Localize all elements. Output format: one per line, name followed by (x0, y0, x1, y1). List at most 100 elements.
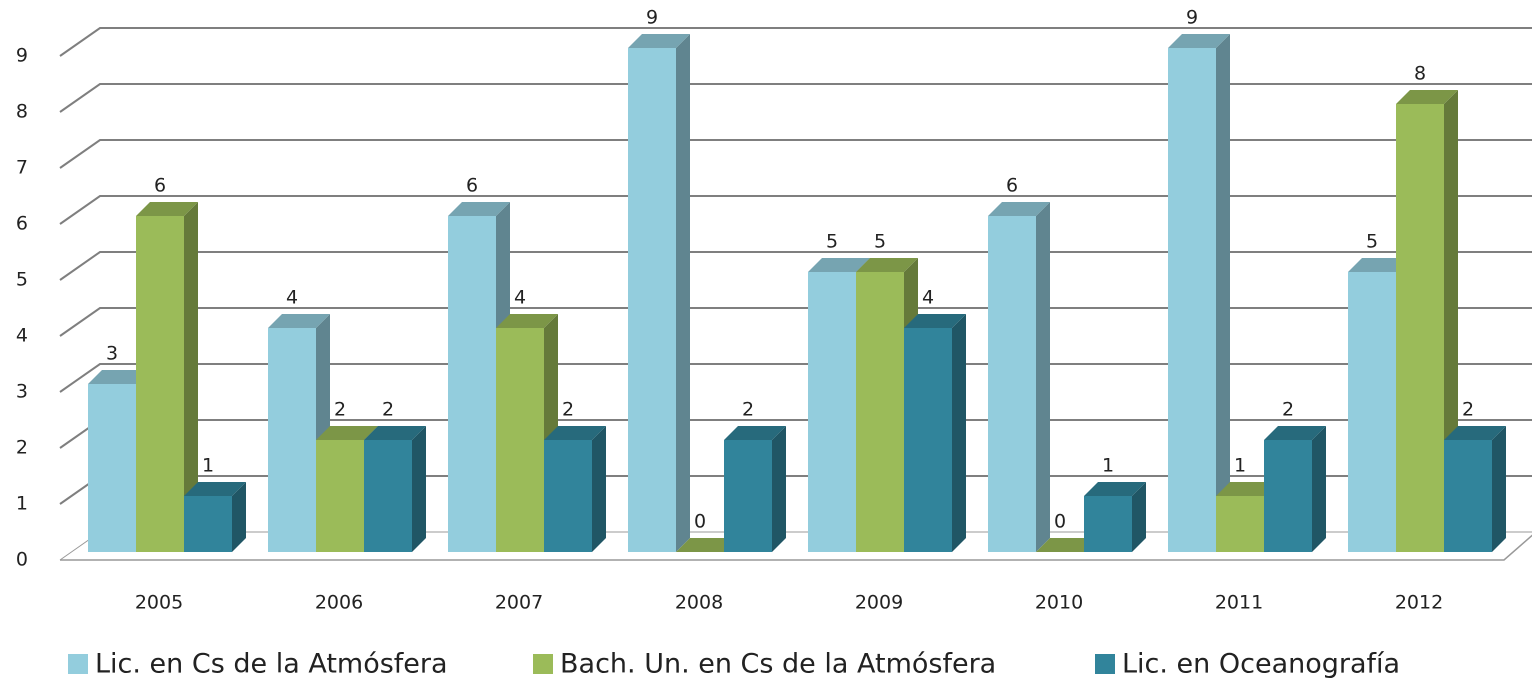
bar (1036, 538, 1098, 552)
bar-side (772, 426, 786, 552)
bar-top (448, 202, 510, 216)
bar (1168, 34, 1230, 552)
value-label: 5 (1366, 231, 1378, 253)
value-label: 6 (154, 175, 166, 197)
value-label: 2 (1462, 399, 1474, 421)
bar-top (88, 370, 150, 384)
grid-line (59, 307, 1532, 337)
bar-side (592, 426, 606, 552)
value-label: 0 (694, 511, 706, 533)
grid-line (59, 139, 1532, 169)
bar-side (232, 482, 246, 552)
grid-line (59, 251, 1532, 281)
bar-top (904, 314, 966, 328)
bar-side (1132, 482, 1146, 552)
x-tick-label: 2007 (495, 592, 543, 614)
value-label: 8 (1414, 63, 1426, 85)
bar-top (268, 314, 330, 328)
value-label: 1 (202, 455, 214, 477)
bar-front (1264, 440, 1312, 552)
bar-front (268, 328, 316, 552)
y-tick-label: 3 (16, 381, 28, 403)
value-label: 4 (514, 287, 526, 309)
legend-label: Lic. en Oceanografía (1122, 649, 1400, 680)
y-tick-label: 0 (16, 549, 28, 571)
bar-top (724, 426, 786, 440)
floor-edge (60, 534, 1532, 561)
x-tick-label: 2012 (1395, 592, 1443, 614)
bar-front (904, 328, 952, 552)
bar-front (136, 216, 184, 552)
value-label: 1 (1102, 455, 1114, 477)
value-label: 4 (286, 287, 298, 309)
bar (364, 426, 426, 552)
bar-front (544, 440, 592, 552)
bar-front (724, 440, 772, 552)
value-label: 2 (1282, 399, 1294, 421)
bar-top (1264, 426, 1326, 440)
x-tick-label: 2006 (315, 592, 363, 614)
bar-top (544, 426, 606, 440)
legend-label: Lic. en Cs de la Atmósfera (95, 649, 448, 680)
y-tick-label: 7 (16, 157, 28, 179)
value-label: 5 (826, 231, 838, 253)
y-tick-label: 1 (16, 493, 28, 515)
grid-line (59, 27, 1532, 57)
grid-line (59, 195, 1532, 225)
bar (988, 202, 1050, 552)
grid-line (59, 363, 1532, 393)
bar (136, 202, 198, 552)
bar (544, 426, 606, 552)
y-tick-label: 4 (16, 325, 28, 347)
x-tick-label: 2009 (855, 592, 903, 614)
bar-front (1348, 272, 1396, 552)
bar-side (412, 426, 426, 552)
bar-front (184, 496, 232, 552)
bar-front (364, 440, 412, 552)
bar-front (88, 384, 136, 552)
bar-side (952, 314, 966, 552)
bar-front (448, 216, 496, 552)
x-tick-label: 2010 (1035, 592, 1083, 614)
bar-front (496, 328, 544, 552)
bar-top (1036, 538, 1098, 552)
bar-top (628, 34, 690, 48)
bar-front (1396, 104, 1444, 552)
x-tick-label: 2005 (135, 592, 183, 614)
bar (1444, 426, 1506, 552)
y-tick-label: 9 (16, 45, 28, 67)
bar (184, 482, 246, 552)
bar-top (676, 538, 738, 552)
bar-side (184, 202, 198, 552)
bar-side (1492, 426, 1506, 552)
bar (904, 314, 966, 552)
value-label: 9 (646, 7, 658, 29)
value-label: 2 (562, 399, 574, 421)
bar-top (1168, 34, 1230, 48)
value-label: 1 (1234, 455, 1246, 477)
bar-side (1036, 202, 1050, 552)
legend-swatch (1095, 654, 1115, 674)
bar-side (1216, 34, 1230, 552)
value-label: 6 (1006, 175, 1018, 197)
bar (628, 34, 690, 552)
value-label: 4 (922, 287, 934, 309)
bar-top (1216, 482, 1278, 496)
bar-front (856, 272, 904, 552)
grid-line (59, 83, 1532, 113)
bar-top (1396, 90, 1458, 104)
legend-swatch (68, 654, 88, 674)
y-tick-label: 6 (16, 213, 28, 235)
bar (1084, 482, 1146, 552)
y-tick-label: 2 (16, 437, 28, 459)
value-label: 9 (1186, 7, 1198, 29)
bar-top (808, 258, 870, 272)
bar (1396, 90, 1458, 552)
bar (676, 538, 738, 552)
bar-front (808, 272, 856, 552)
bar-front (628, 48, 676, 552)
bar-top (856, 258, 918, 272)
value-label: 5 (874, 231, 886, 253)
bar-top (1084, 482, 1146, 496)
